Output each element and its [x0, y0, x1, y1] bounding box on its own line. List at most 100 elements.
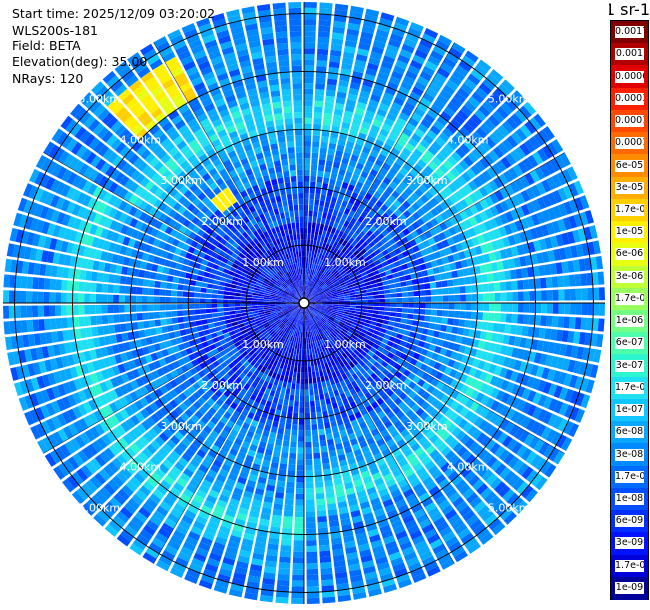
radar-gate-cell — [437, 553, 452, 565]
radar-gate-cell — [533, 439, 545, 453]
radar-gate-cell — [384, 503, 396, 513]
radar-gate-cell — [114, 274, 121, 284]
radar-gate-cell — [308, 204, 314, 211]
radar-gate-cell — [331, 294, 338, 297]
radar-gate-cell — [317, 382, 323, 389]
radar-gate-cell — [96, 272, 104, 282]
radar-gate-cell — [373, 82, 385, 92]
radar-gate-cell — [412, 284, 420, 291]
radar-gate-cell — [439, 405, 450, 415]
radar-gate-cell — [366, 248, 374, 255]
radar-gate-cell — [377, 233, 385, 241]
radar-gate-cell — [541, 303, 548, 314]
radar-gate-cell — [478, 222, 488, 233]
radar-gate-cell — [319, 266, 324, 273]
radar-gate-cell — [90, 315, 97, 326]
radar-gate-cell — [321, 230, 327, 237]
radar-gate-cell — [384, 293, 391, 298]
radar-gate-cell — [377, 424, 386, 433]
radar-gate-cell — [514, 109, 528, 123]
radar-gate-cell — [453, 190, 464, 201]
radar-gate-cell — [304, 355, 308, 361]
radar-gate-cell — [326, 308, 332, 312]
radar-gate-cell — [328, 348, 333, 355]
radar-gate-cell — [343, 309, 350, 313]
radar-gate-cell — [387, 152, 398, 162]
radar-gate-cell — [328, 66, 339, 74]
radar-gate-cell — [458, 319, 466, 327]
radar-gate-cell — [313, 106, 323, 113]
radar-gate-cell — [442, 303, 449, 310]
radar-gate-cell — [368, 442, 378, 451]
radar-gate-cell — [380, 415, 390, 424]
radar-gate-cell — [536, 182, 547, 195]
radar-gate-cell — [313, 234, 318, 241]
radar-gate-cell — [414, 446, 425, 457]
radar-gate-cell — [524, 139, 536, 153]
radar-gate-cell — [514, 146, 526, 160]
radar-gate-cell — [279, 374, 285, 382]
radar-gate-cell — [362, 347, 370, 354]
radar-gate-cell — [155, 326, 163, 335]
radar-gate-cell — [408, 390, 417, 399]
radar-gate-cell — [312, 129, 321, 136]
radar-gate-cell — [165, 282, 173, 290]
radar-gate-cell — [345, 341, 352, 348]
radar-gate-cell — [177, 284, 184, 291]
radar-gate-cell — [294, 400, 299, 408]
radar-gate-cell — [393, 434, 403, 443]
radar-gate-cell — [378, 310, 385, 315]
radar-gate-cell — [361, 296, 368, 300]
radar-gate-cell — [295, 383, 300, 390]
radar-gate-cell — [309, 383, 314, 390]
radar-gate-cell — [373, 177, 382, 186]
radar-gate-cell — [305, 285, 308, 292]
radar-gate-cell — [319, 326, 325, 332]
radar-gate-cell — [318, 428, 325, 436]
radar-gate-cell — [351, 240, 358, 247]
radar-gate-cell — [318, 159, 326, 166]
radar-gate-cell — [314, 228, 319, 235]
radar-gate-cell — [399, 49, 413, 59]
radar-gate-cell — [361, 299, 368, 303]
radar-gate-cell — [403, 38, 417, 49]
radar-gate-cell — [510, 324, 517, 335]
radar-gate-cell — [320, 297, 327, 300]
radar-gate-cell — [484, 410, 495, 422]
radar-gate-cell — [107, 284, 114, 294]
radar-gate-cell — [393, 96, 405, 107]
radar-gate-cell — [339, 74, 351, 82]
radar-gate-cell — [378, 103, 390, 112]
radar-gate-cell — [319, 550, 331, 558]
radar-gate-cell — [558, 247, 567, 260]
radar-gate-cell — [315, 285, 321, 291]
radar-gate-cell — [321, 299, 328, 302]
radar-gate-cell — [374, 259, 381, 266]
radar-gate-cell — [466, 118, 479, 130]
radar-gate-cell — [315, 304, 322, 306]
radar-gate-cell — [381, 276, 388, 282]
radar-gate-cell — [355, 296, 362, 300]
radar-gate-cell — [416, 159, 427, 169]
radar-gate-cell — [344, 421, 352, 430]
radar-gate-cell — [406, 472, 418, 483]
radar-gate-cell — [452, 318, 460, 326]
radar-gate-cell — [159, 296, 166, 303]
radar-gate-cell — [346, 268, 353, 275]
radar-gate-cell — [306, 534, 317, 541]
radar-gate-cell — [323, 287, 329, 292]
radar-gate-cell — [179, 271, 187, 278]
radar-gate-cell — [494, 481, 507, 494]
radar-gate-cell — [378, 372, 386, 381]
radar-gate-cell — [413, 303, 420, 308]
radar-gate-cell — [379, 167, 388, 177]
radar-gate-cell — [32, 277, 39, 290]
radar-gate-cell — [436, 391, 445, 401]
radar-gate-cell — [371, 88, 383, 97]
radar-gate-cell — [295, 488, 304, 495]
radar-gate-cell — [327, 361, 333, 368]
radar-gate-cell — [406, 319, 413, 325]
radar-gate-cell — [72, 305, 79, 316]
radar-gate-cell — [323, 177, 330, 184]
radar-gate-cell — [516, 385, 526, 398]
